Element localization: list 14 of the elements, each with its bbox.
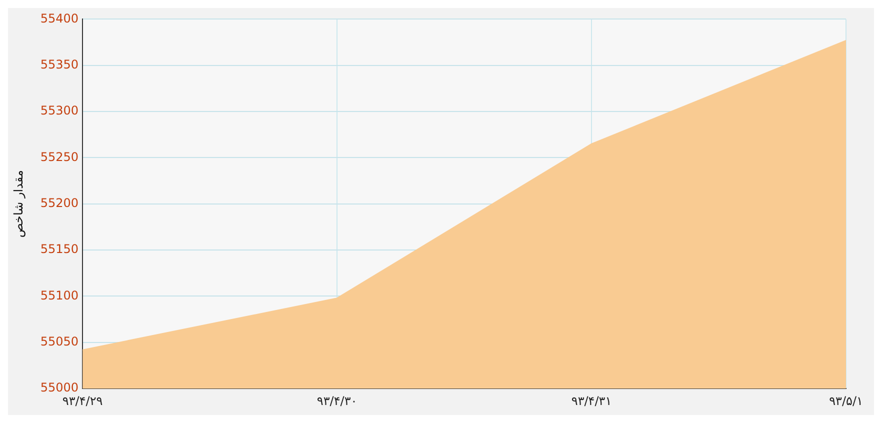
x-tick-label: ۹۳/۴/۲۹ [62,394,103,408]
y-tick-label: 55100 [40,288,79,302]
y-tick-label: 55050 [40,334,79,349]
y-tick-label: 55250 [40,150,79,164]
x-tick-label: ۹۳/۵/۱ [829,394,863,408]
y-axis-title: مقدار شاخص [11,170,26,238]
y-tick-label: 55150 [40,242,79,256]
y-tick-label: 55000 [40,380,79,395]
y-tick-label: 55350 [40,58,79,72]
y-tick-label: 55400 [40,11,79,26]
y-tick-label: 55300 [40,104,79,118]
x-tick-label: ۹۳/۴/۳۱ [571,394,612,408]
x-tick-label: ۹۳/۴/۳۰ [316,394,358,408]
y-tick-label: 55200 [40,196,79,210]
